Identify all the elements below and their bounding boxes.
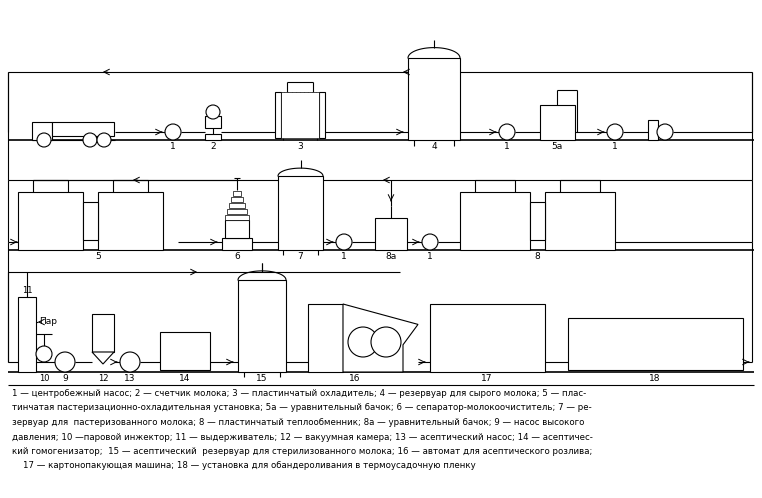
Text: кий гомогенизатор;  15 — асептический  резервуар для стерилизованного молока; 16: кий гомогенизатор; 15 — асептический рез… [12,447,592,456]
Text: 5: 5 [95,252,101,261]
Bar [32,122,52,140]
Bar [308,304,343,372]
Bar [281,92,319,138]
Text: 10: 10 [39,374,50,383]
Text: 16: 16 [349,374,360,383]
Bar [205,116,221,128]
Circle shape [206,105,220,119]
Text: 3: 3 [297,142,303,151]
Text: 4: 4 [431,142,437,151]
Text: давления; 10 —паровой инжектор; 11 — выдерживатель; 12 — вакуумная камера; 13 — : давления; 10 —паровой инжектор; 11 — выд… [12,432,593,442]
Text: 14: 14 [179,374,190,383]
Bar [225,220,249,238]
Bar [18,297,36,372]
Bar [408,58,460,140]
Bar [92,314,114,352]
Bar [227,209,247,214]
Polygon shape [92,352,114,364]
Bar [319,92,325,138]
Bar [98,192,163,250]
Bar [568,318,743,370]
Circle shape [657,124,673,140]
Text: 13: 13 [124,374,136,383]
Circle shape [607,124,623,140]
Text: 8: 8 [534,252,539,261]
Circle shape [371,327,401,357]
Bar [231,197,243,202]
Bar [233,191,241,196]
Bar [222,238,252,250]
Bar [52,122,114,136]
Circle shape [422,234,438,250]
Text: 1: 1 [170,142,176,151]
Circle shape [36,346,52,362]
Circle shape [55,352,75,372]
Bar [205,134,221,140]
Bar [430,304,545,372]
Circle shape [37,133,51,147]
Text: 17 — картонопакующая машина; 18 — установка для обандероливания в термоусадочную: 17 — картонопакующая машина; 18 — устано… [12,462,475,471]
Bar [648,120,658,140]
Bar [278,176,323,250]
Bar [229,203,245,208]
Bar [238,280,286,372]
Bar [275,92,281,138]
Bar [225,215,249,220]
Bar [545,192,615,250]
Text: 1: 1 [612,142,618,151]
Bar [530,202,545,240]
Text: 8a: 8a [386,252,397,261]
Circle shape [336,234,352,250]
Text: 2: 2 [210,142,216,151]
Circle shape [348,327,378,357]
Bar [375,218,407,250]
Text: 9: 9 [62,374,68,383]
Text: 5a: 5a [552,142,562,151]
Bar [460,192,530,250]
Text: 7: 7 [297,252,303,261]
Text: 12: 12 [98,374,108,383]
Text: тинчатая пастеризационно-охладительная установка; 5а — уравнительный бачок; 6 — : тинчатая пастеризационно-охладительная у… [12,403,592,412]
Text: 1 — центробежный насос; 2 — счетчик молока; 3 — пластинчатый охладитель; 4 — рез: 1 — центробежный насос; 2 — счетчик моло… [12,389,586,398]
Bar [160,332,210,370]
Bar [540,105,575,140]
Text: 1: 1 [427,252,433,261]
Circle shape [83,133,97,147]
Text: 1: 1 [504,142,510,151]
Text: 1: 1 [341,252,347,261]
Text: 18: 18 [649,374,661,383]
Text: 6: 6 [234,252,240,261]
Text: 17: 17 [482,374,493,383]
Circle shape [97,133,111,147]
Circle shape [165,124,181,140]
Circle shape [499,124,515,140]
Text: зервуар для  пастеризованного молока; 8 — пластинчатый теплообменник; 8а — уравн: зервуар для пастеризованного молока; 8 —… [12,418,584,427]
Text: 15: 15 [256,374,267,383]
Text: Пар: Пар [39,318,57,327]
Text: 11: 11 [22,286,32,295]
Bar [18,192,83,250]
Bar [83,202,98,240]
Polygon shape [343,304,418,372]
Circle shape [120,352,140,372]
